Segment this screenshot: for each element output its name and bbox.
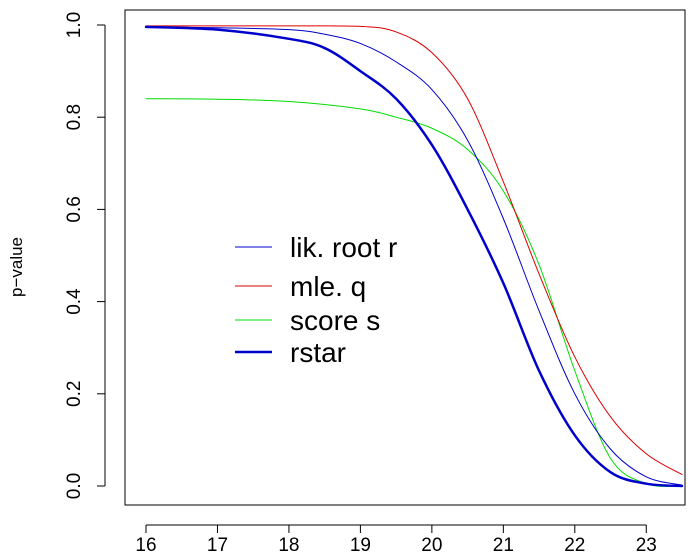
x-axis: 16 17 18 19 20 21 22 23 — [135, 524, 657, 552]
x-tick-label-16: 16 — [135, 535, 156, 552]
y-axis: 0.0 0.2 0.4 0.6 0.8 1.0 — [64, 12, 106, 499]
y-tick-label-1.0: 1.0 — [64, 12, 85, 38]
x-tick-label-21: 21 — [493, 535, 514, 552]
legend-label-mle-q: mle. q — [290, 271, 366, 302]
x-tick-label-18: 18 — [278, 535, 299, 552]
legend-label-score-s: score s — [290, 305, 380, 336]
series-line-mle-q — [145, 25, 683, 475]
series-line-score-s — [145, 98, 683, 487]
x-tick-label-23: 23 — [636, 535, 657, 552]
x-tick-label-20: 20 — [421, 535, 442, 552]
y-tick-label-0.4: 0.4 — [64, 288, 85, 315]
series-layer — [144, 25, 684, 488]
legend-label-lik-root-r: lik. root r — [290, 232, 397, 263]
plot-border — [124, 9, 686, 506]
series-line-rstar — [144, 25, 684, 488]
y-tick-label-0.2: 0.2 — [64, 381, 85, 407]
y-tick-label-0.6: 0.6 — [64, 196, 85, 222]
x-tick-label-19: 19 — [350, 535, 371, 552]
x-tick-label-22: 22 — [564, 535, 585, 552]
y-axis-title: p−value — [7, 237, 26, 297]
plot-frame — [124, 9, 686, 506]
y-tick-label-0.0: 0.0 — [64, 473, 85, 499]
y-tick-label-0.8: 0.8 — [64, 104, 85, 130]
legend-label-rstar: rstar — [290, 337, 346, 368]
series-line-lik-root-r — [145, 26, 683, 486]
x-tick-label-17: 17 — [207, 535, 228, 552]
